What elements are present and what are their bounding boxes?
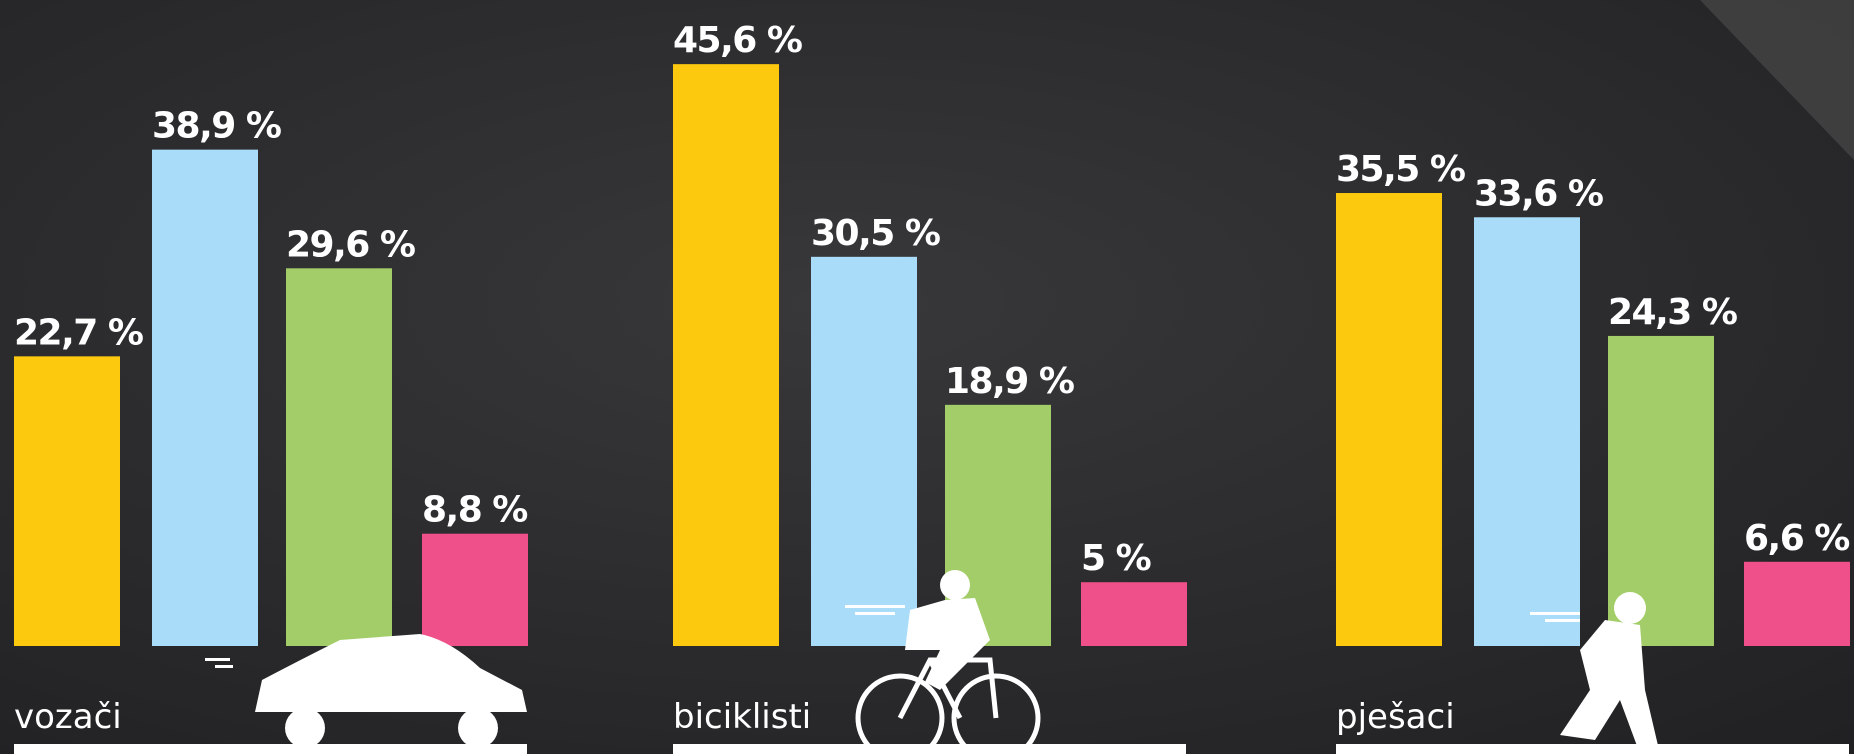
value-label: 24,3 % xyxy=(1608,292,1737,333)
value-label: 33,6 % xyxy=(1474,173,1603,214)
value-label: 22,7 % xyxy=(14,312,143,353)
bar xyxy=(1474,217,1580,646)
bar xyxy=(286,268,392,646)
bar xyxy=(422,534,528,646)
value-label: 18,9 % xyxy=(945,361,1074,402)
bar xyxy=(673,64,779,646)
bar xyxy=(1336,193,1442,646)
value-label: 30,5 % xyxy=(811,213,940,254)
baseline-strip xyxy=(673,744,1186,754)
chart: vozači 22,7 % 38,9 % 29,6 % 8,8 % biciklisti 4… xyxy=(0,0,1854,754)
baseline-strip xyxy=(1336,744,1849,754)
value-label: 6,6 % xyxy=(1744,518,1849,559)
category-label: pješaci xyxy=(1336,697,1455,737)
value-label: 29,6 % xyxy=(286,224,415,265)
value-label: 35,5 % xyxy=(1336,149,1465,190)
baseline-strip xyxy=(14,744,527,754)
value-label: 5 % xyxy=(1081,538,1151,579)
bar xyxy=(1081,582,1187,646)
bar xyxy=(1744,562,1850,646)
value-label: 38,9 % xyxy=(152,106,281,147)
value-label: 45,6 % xyxy=(673,20,802,61)
bar xyxy=(14,356,120,646)
category-label: biciklisti xyxy=(673,697,811,737)
bar xyxy=(811,257,917,646)
bar xyxy=(152,150,258,646)
category-label: vozači xyxy=(14,697,122,737)
value-label: 8,8 % xyxy=(422,490,527,531)
